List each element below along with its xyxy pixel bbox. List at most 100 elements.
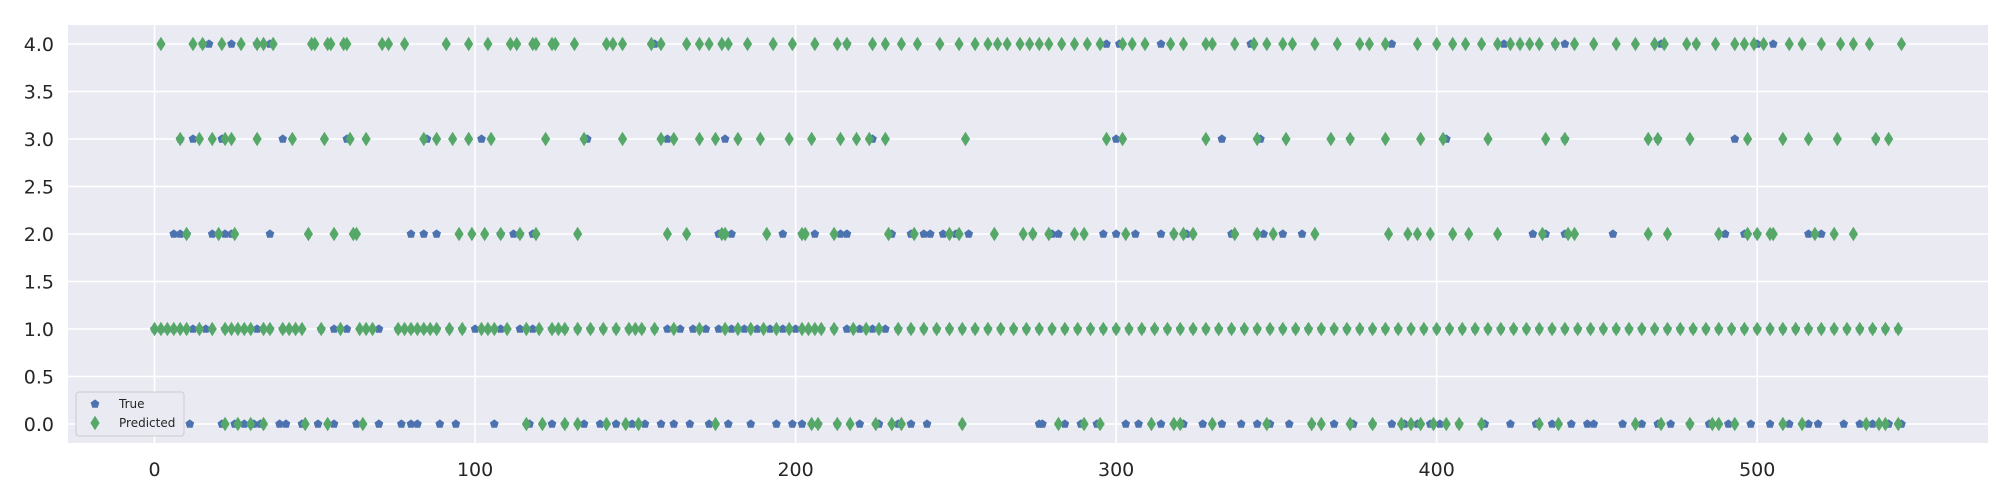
predicted-point: [540, 131, 551, 147]
predicted-point: [1214, 321, 1224, 337]
predicted-point: [1101, 131, 1112, 147]
predicted-point: [316, 321, 326, 337]
predicted-point: [624, 321, 634, 337]
true-point: [188, 134, 198, 143]
x-tick-label: 200: [777, 459, 813, 481]
true-point: [528, 324, 538, 333]
predicted-point: [694, 36, 705, 52]
predicted-point: [1355, 36, 1365, 52]
true-point: [640, 419, 650, 428]
predicted-point: [1797, 36, 1807, 52]
predicted-point: [637, 321, 647, 337]
predicted-point: [1121, 226, 1131, 242]
true-point: [275, 419, 284, 428]
true-point: [352, 419, 361, 428]
predicted-point: [1505, 36, 1516, 52]
predicted-point: [1342, 321, 1352, 337]
true-point: [265, 229, 275, 238]
predicted-point: [1714, 416, 1724, 432]
true-point: [374, 324, 384, 333]
predicted-point: [1127, 36, 1137, 52]
predicted-point: [1262, 36, 1272, 52]
predicted-point: [1759, 36, 1769, 52]
x-tick-label: 300: [1098, 459, 1134, 481]
predicted-point: [1848, 36, 1858, 52]
predicted-point: [1117, 36, 1128, 52]
predicted-point: [246, 416, 256, 432]
predicted-point: [1384, 226, 1394, 242]
predicted-point: [1688, 321, 1698, 337]
predicted-point: [896, 416, 906, 432]
predicted-point: [432, 321, 442, 337]
true-point: [1060, 419, 1070, 428]
predicted-point: [874, 321, 884, 337]
predicted-point: [486, 131, 496, 147]
predicted-point: [553, 321, 564, 337]
predicted-point: [1441, 416, 1451, 432]
predicted-point: [1460, 36, 1471, 52]
predicted-point: [1547, 321, 1557, 337]
y-tick-label: 3.0: [24, 129, 54, 151]
predicted-point: [733, 131, 743, 147]
predicted-point: [649, 321, 660, 337]
predicted-point: [547, 321, 557, 337]
true-point: [1198, 419, 1208, 428]
y-tick-label: 0.5: [24, 367, 54, 389]
true-point: [1038, 419, 1047, 428]
predicted-point: [682, 36, 692, 52]
predicted-point: [1367, 416, 1378, 432]
true-point: [772, 419, 781, 428]
true-point: [374, 419, 384, 428]
predicted-point: [746, 321, 756, 337]
predicted-point: [1015, 36, 1025, 52]
true-point: [1054, 229, 1063, 238]
predicted-point: [1044, 226, 1054, 242]
predicted-point: [214, 226, 224, 242]
predicted-point: [233, 321, 243, 337]
true-point: [1804, 229, 1813, 238]
true-point: [419, 229, 429, 238]
true-point: [1111, 134, 1121, 143]
predicted-point: [358, 416, 368, 432]
predicted-point: [220, 321, 230, 337]
true-point: [1804, 419, 1813, 428]
predicted-point: [1082, 36, 1092, 52]
predicted-point: [1791, 321, 1801, 337]
predicted-point: [252, 131, 262, 147]
true-point: [688, 324, 698, 333]
true-point: [727, 229, 736, 238]
predicted-point: [1345, 416, 1355, 432]
true-point: [477, 134, 486, 143]
predicted-point: [883, 226, 894, 242]
predicted-point: [960, 131, 971, 147]
predicted-point: [1380, 36, 1390, 52]
predicted-point: [425, 321, 435, 337]
predicted-point: [842, 36, 852, 52]
x-tick-label: 0: [148, 459, 160, 481]
predicted-point: [1534, 416, 1544, 432]
y-tick-label: 1.0: [24, 319, 54, 341]
predicted-point: [646, 36, 656, 52]
predicted-point: [1492, 226, 1503, 242]
predicted-point: [1034, 36, 1044, 52]
predicted-point: [1278, 36, 1288, 52]
predicted-point: [1560, 321, 1570, 337]
predicted-point: [342, 36, 352, 52]
predicted-point: [194, 321, 205, 337]
predicted-point: [1714, 226, 1724, 242]
predicted-point: [537, 416, 547, 432]
predicted-point: [954, 226, 964, 242]
predicted-point: [957, 416, 967, 432]
predicted-point: [573, 416, 583, 432]
true-point: [188, 324, 198, 333]
predicted-point: [239, 321, 249, 337]
true-point: [1156, 39, 1166, 48]
predicted-point: [1291, 321, 1301, 337]
predicted-point: [1069, 36, 1080, 52]
predicted-point: [1175, 321, 1185, 337]
predicted-point: [207, 131, 217, 147]
true-point: [746, 419, 756, 428]
predicted-point: [1457, 321, 1467, 337]
y-tick-label: 3.5: [24, 82, 54, 104]
